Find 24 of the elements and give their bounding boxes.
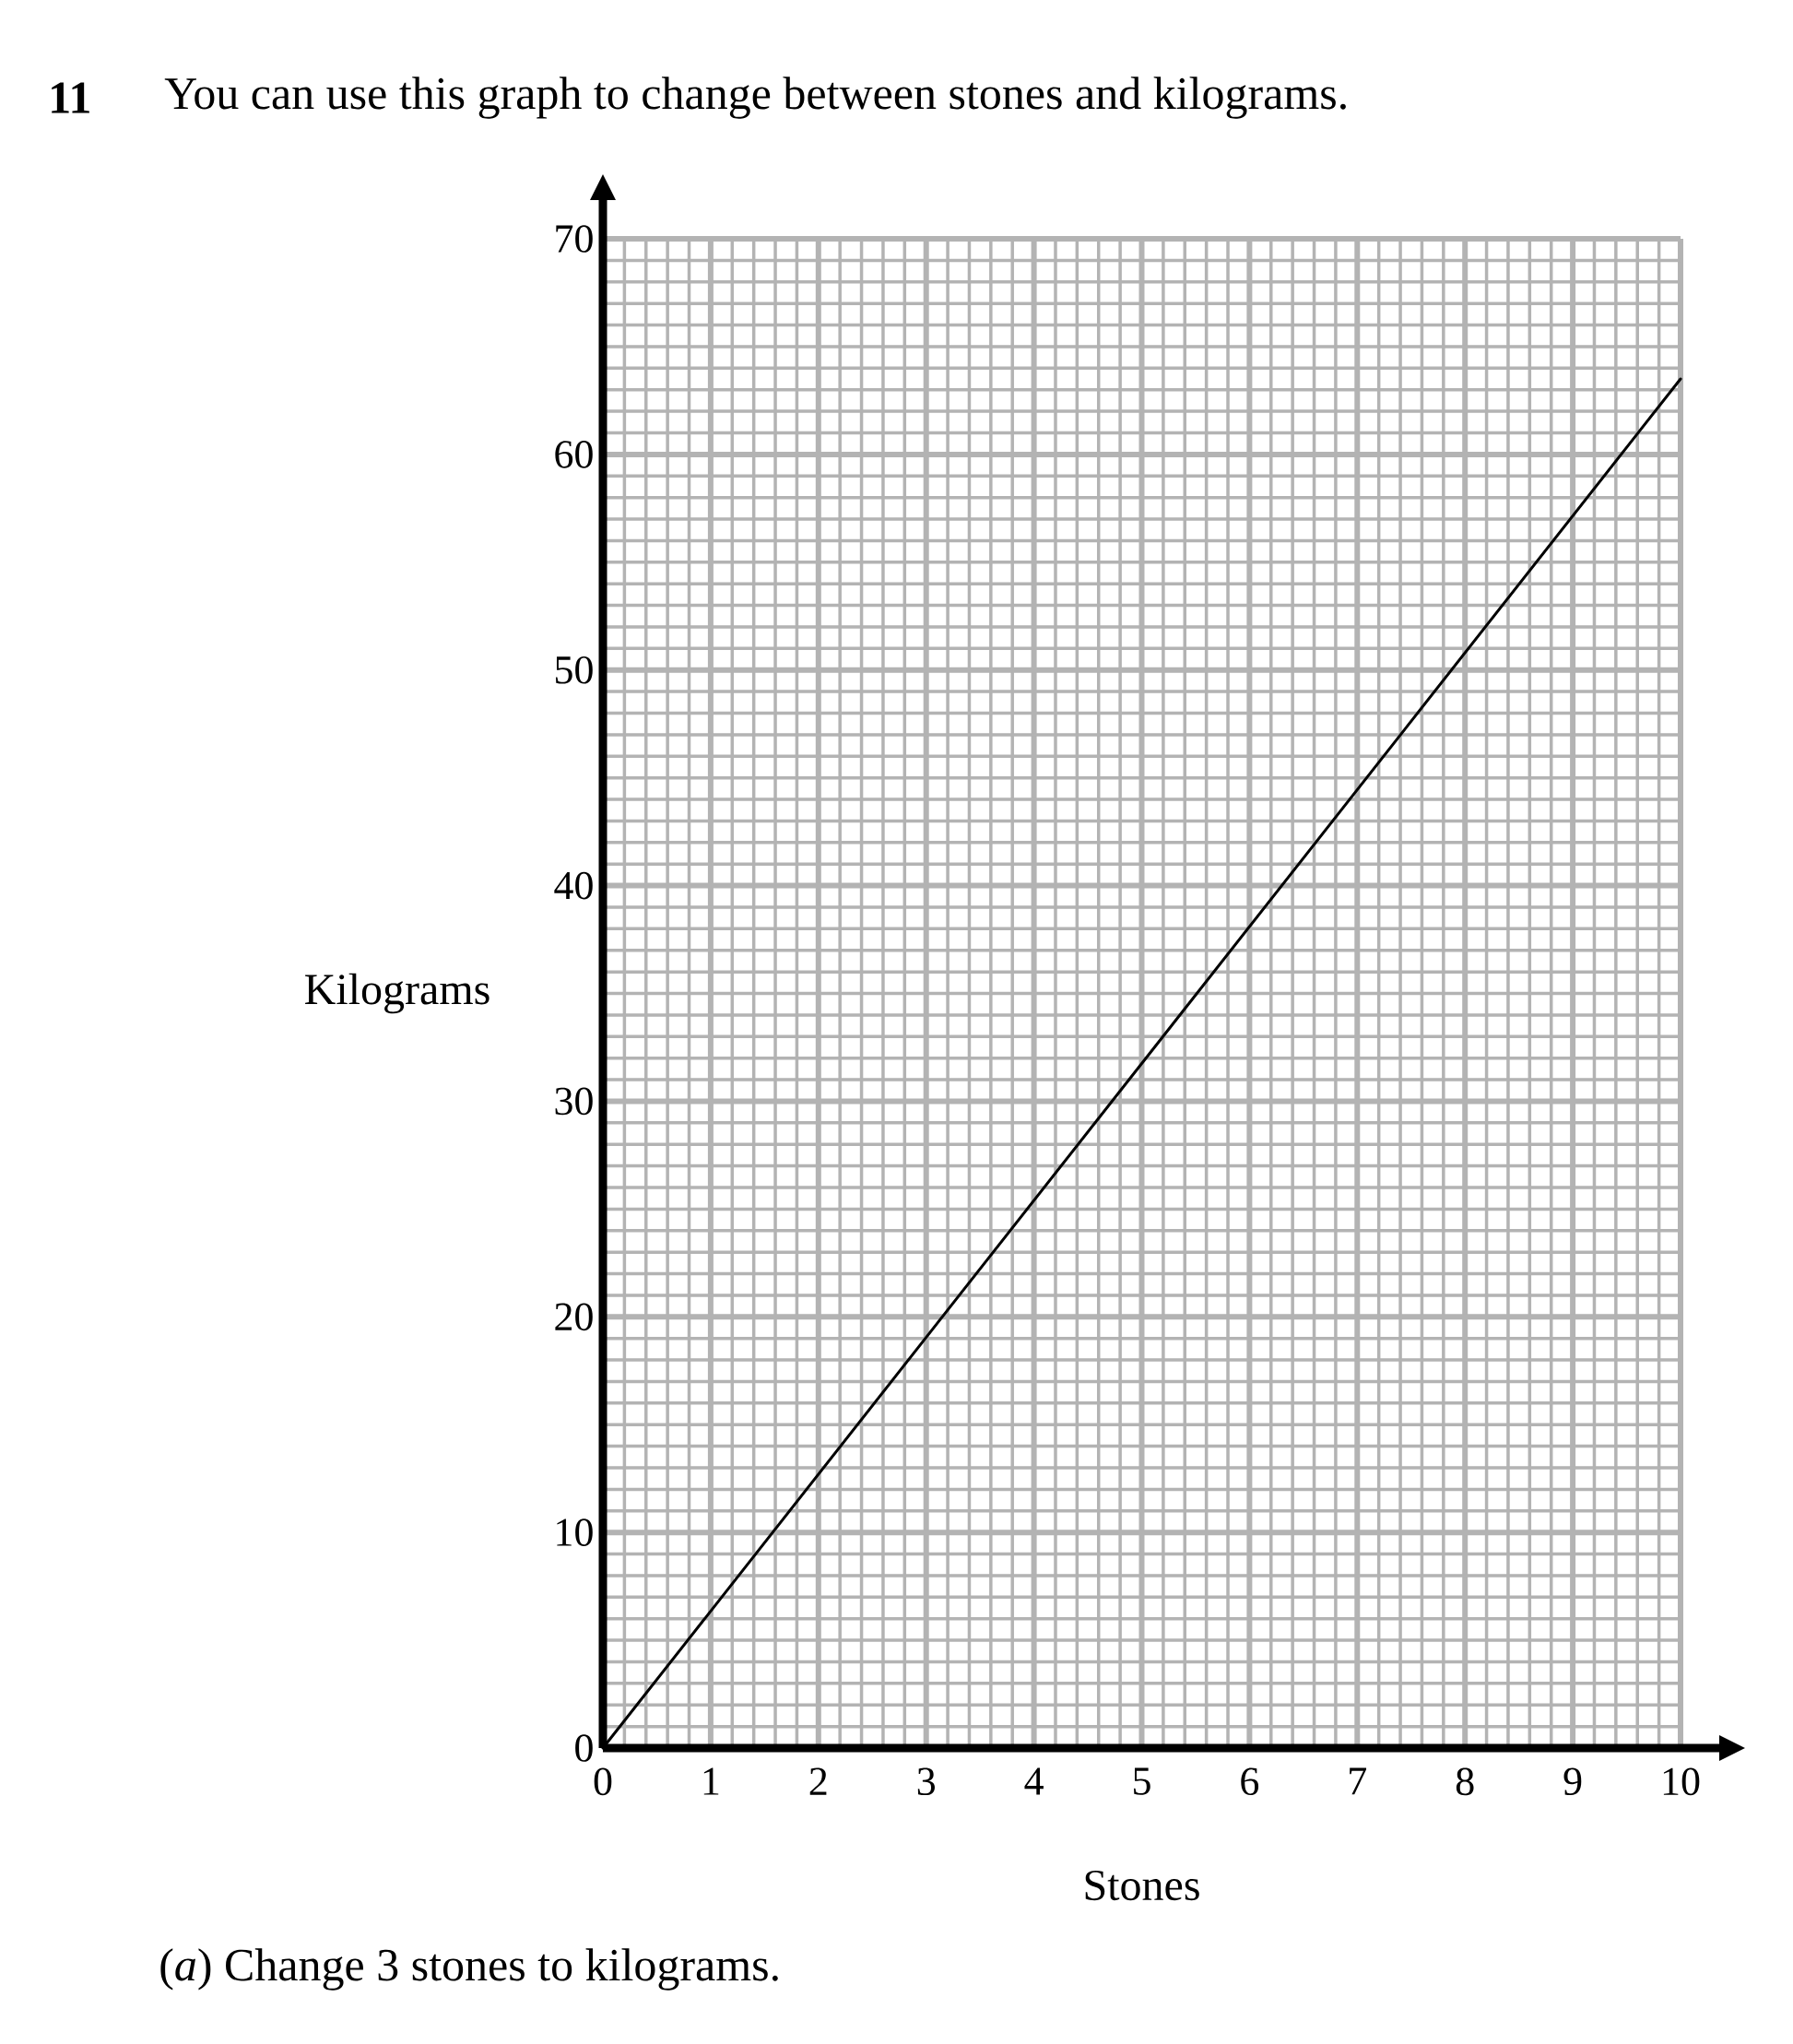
x-axis-title: Stones [1085,1870,1199,1901]
y-axis-title: Kilograms [305,973,490,1014]
text: 11 [52,82,89,113]
chart-title: You can use this graph to change between stones and kilograms. [164,77,1346,119]
y-tick-label: 60 [555,441,593,468]
x-tick-label: 2 [809,1767,827,1795]
x-tick-label: 1 [703,1767,719,1795]
y-tick-label: 10 [557,1518,593,1547]
y-tick-label: 70 [556,225,593,253]
y-tick-label: 0 [575,1734,593,1762]
y-tick-label: 50 [556,656,593,684]
y-tick-label: 40 [554,871,593,900]
x-tick-label: 6 [1241,1767,1259,1796]
x-tick-label: 7 [1350,1767,1367,1795]
x-tick-label: 8 [1456,1767,1474,1796]
y-tick-label: 30 [555,1087,593,1116]
y-tick-label: 20 [555,1303,593,1331]
x-tick-label: 3 [917,1767,935,1796]
text: (a) Change 3 stones to kilograms. [160,1948,778,1991]
x-tick-label: 5 [1134,1767,1150,1795]
x-tick-label: 9 [1563,1767,1582,1796]
x-tick-label: 0 [594,1767,612,1796]
x-tick-label: 4 [1024,1767,1044,1795]
x-tick-label: 10 [1663,1767,1700,1796]
